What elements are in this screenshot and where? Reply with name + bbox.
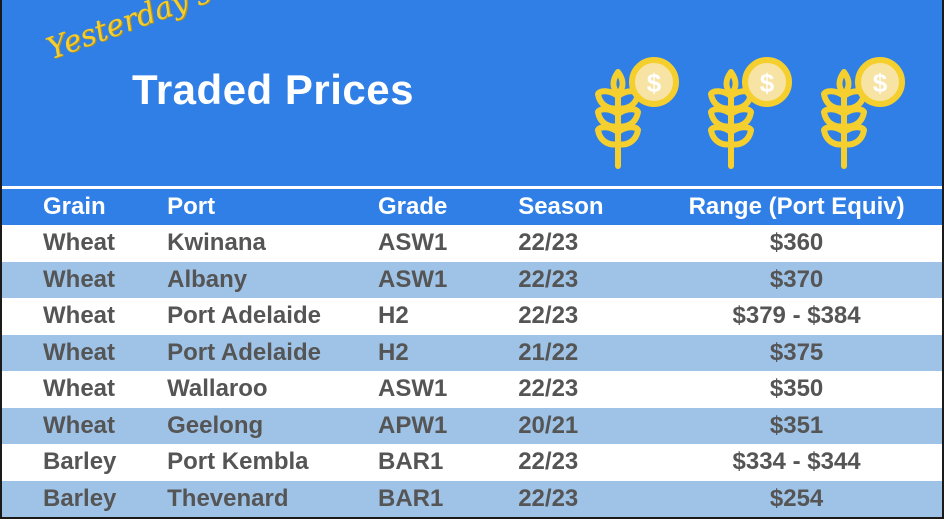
cell-port: Port Adelaide — [167, 298, 378, 335]
header-banner: Yesterday's Traded Prices $ — [2, 0, 942, 186]
cell-port: Port Adelaide — [167, 334, 378, 371]
page-title: Traded Prices — [132, 66, 414, 113]
cell-grain: Wheat — [2, 225, 168, 262]
icon-group: $ $ — [592, 52, 914, 172]
cell-range: $254 — [651, 480, 942, 517]
cell-grain: Wheat — [2, 298, 168, 335]
cell-grain: Wheat — [2, 261, 168, 298]
cell-port: Thevenard — [167, 480, 378, 517]
cell-season: 20/21 — [518, 407, 652, 444]
subtitle-script: Yesterday's — [42, 0, 216, 68]
cell-range: $351 — [651, 407, 942, 444]
cell-range: $370 — [651, 261, 942, 298]
table-row: Wheat Geelong APW1 20/21 $351 — [2, 407, 942, 444]
table-row: Wheat Port Adelaide H2 21/22 $375 — [2, 334, 942, 371]
cell-port: Kwinana — [167, 225, 378, 262]
cell-grade: BAR1 — [377, 444, 519, 481]
cell-season: 22/23 — [518, 261, 652, 298]
cell-season: 22/23 — [518, 444, 652, 481]
wheat-coin-icon: $ — [821, 57, 905, 169]
divider — [2, 186, 942, 189]
cell-grain: Barley — [2, 480, 168, 517]
cell-grade: ASW1 — [377, 371, 519, 408]
cell-season: 21/22 — [518, 334, 652, 371]
cell-grain: Wheat — [2, 371, 168, 408]
table-row: Wheat Port Adelaide H2 22/23 $379 - $384 — [2, 298, 942, 335]
cell-range: $334 - $344 — [651, 444, 942, 481]
cell-port: Wallaroo — [167, 371, 378, 408]
cell-grade: H2 — [377, 298, 519, 335]
table-row: Wheat Wallaroo ASW1 22/23 $350 — [2, 371, 942, 408]
cell-grade: ASW1 — [377, 225, 519, 262]
column-header-range: Range (Port Equiv) — [651, 189, 942, 225]
table-row: Wheat Albany ASW1 22/23 $370 — [2, 261, 942, 298]
cell-season: 22/23 — [518, 298, 652, 335]
column-header-grain: Grain — [2, 189, 168, 225]
cell-range: $375 — [651, 334, 942, 371]
cell-port: Port Kembla — [167, 444, 378, 481]
column-header-port: Port — [167, 189, 378, 225]
svg-text:$: $ — [760, 68, 775, 98]
cell-grade: BAR1 — [377, 480, 519, 517]
table-row: Barley Port Kembla BAR1 22/23 $334 - $34… — [2, 444, 942, 481]
cell-season: 22/23 — [518, 225, 652, 262]
table-header-row: Grain Port Grade Season Range (Port Equi… — [2, 189, 942, 225]
svg-text:$: $ — [647, 68, 662, 98]
cell-grain: Wheat — [2, 407, 168, 444]
cell-range: $350 — [651, 371, 942, 408]
wheat-coin-icon: $ — [595, 57, 679, 169]
cell-range: $360 — [651, 225, 942, 262]
cell-grain: Wheat — [2, 334, 168, 371]
cell-grade: H2 — [377, 334, 519, 371]
cell-season: 22/23 — [518, 371, 652, 408]
svg-text:$: $ — [873, 68, 888, 98]
prices-table: Grain Port Grade Season Range (Port Equi… — [2, 189, 942, 517]
wheat-coin-icon: $ — [708, 57, 792, 169]
cell-range: $379 - $384 — [651, 298, 942, 335]
cell-port: Albany — [167, 261, 378, 298]
cell-grain: Barley — [2, 444, 168, 481]
column-header-season: Season — [518, 189, 652, 225]
cell-grade: APW1 — [377, 407, 519, 444]
table-row: Barley Thevenard BAR1 22/23 $254 — [2, 480, 942, 517]
cell-season: 22/23 — [518, 480, 652, 517]
cell-port: Geelong — [167, 407, 378, 444]
column-header-grade: Grade — [377, 189, 519, 225]
cell-grade: ASW1 — [377, 261, 519, 298]
table-row: Wheat Kwinana ASW1 22/23 $360 — [2, 225, 942, 262]
